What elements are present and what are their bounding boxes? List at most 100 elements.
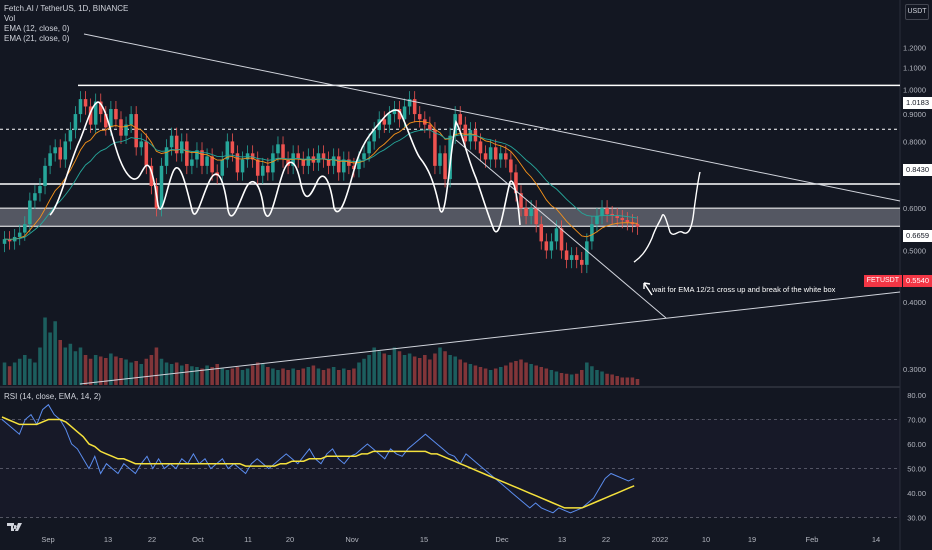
rsi-legend[interactable]: RSI (14, close, EMA, 14, 2) [4, 392, 101, 401]
volume-bar [169, 364, 174, 385]
candle-body [235, 153, 240, 173]
candle-body [7, 239, 12, 242]
symbol-title[interactable]: Fetch.AI / TetherUS, 1D, BINANCE [4, 4, 129, 13]
volume-bar [114, 356, 118, 385]
candle-body [493, 147, 498, 160]
candle-body [68, 130, 73, 142]
price-tick-label: 0.6000 [903, 204, 926, 213]
volume-bar [53, 321, 57, 385]
candle-body [367, 141, 371, 154]
volume-bar [58, 340, 63, 385]
candle-body [483, 153, 488, 160]
volume-bar [402, 355, 407, 385]
currency-label[interactable]: USDT [905, 4, 929, 20]
price-tick-label: 0.5000 [903, 246, 926, 255]
volume-bar [93, 355, 98, 385]
volume-bar [377, 351, 382, 385]
volume-bar [124, 359, 128, 385]
descending-trendline [83, 33, 901, 202]
volume-bar [306, 367, 311, 385]
candle-body [428, 124, 432, 131]
volume-bar [195, 367, 199, 385]
ema21-label[interactable]: EMA (21, close, 0) [4, 34, 70, 43]
volume-bar [625, 377, 630, 385]
candle-body [514, 172, 518, 194]
volume-bar [326, 368, 331, 385]
volume-bar [174, 362, 179, 385]
volume-bar [519, 359, 523, 385]
volume-bar [630, 377, 635, 385]
volume-bar [2, 362, 7, 385]
volume-bar [271, 368, 275, 385]
candle-body [255, 159, 260, 176]
volume-bar [433, 353, 437, 385]
candle-body [407, 99, 412, 107]
volume-bar [509, 362, 513, 385]
volume-bar [291, 368, 295, 385]
volume-label[interactable]: Vol [4, 14, 16, 23]
candle-body [498, 153, 503, 160]
volume-bar [554, 371, 559, 385]
candle-body [438, 153, 442, 166]
candle-body [554, 228, 559, 242]
volume-bar [463, 362, 468, 385]
volume-bar [493, 368, 498, 385]
price-tick-label: 1.2000 [903, 43, 926, 52]
candle-body [17, 232, 22, 237]
candle-body [149, 165, 154, 187]
ema12-label[interactable]: EMA (12, close, 0) [4, 24, 70, 33]
volume-bar [240, 370, 245, 385]
candle-body [342, 159, 346, 173]
candle-body [200, 150, 204, 166]
volume-bar [38, 347, 42, 385]
candle-body [539, 224, 544, 242]
candle-body [579, 259, 584, 265]
x-tick-label: Sep [41, 535, 54, 544]
volume-bar [352, 368, 356, 385]
candle-body [402, 106, 407, 120]
candle-body [195, 150, 199, 160]
candle-body [544, 241, 549, 251]
volume-bar [423, 355, 427, 385]
candle-body [174, 135, 179, 154]
candle-body [559, 228, 564, 251]
candle-body [129, 114, 133, 125]
volume-bar [281, 368, 285, 385]
volume-bar [154, 347, 159, 385]
support-box [0, 208, 900, 227]
candle-body [574, 255, 579, 260]
candle-body [23, 224, 27, 233]
volume-bar [336, 370, 341, 385]
volume-bar [286, 370, 290, 385]
candle-body [377, 119, 382, 131]
candle-body [2, 239, 7, 244]
candle-body [134, 114, 138, 148]
price-tick-label: 0.4000 [903, 298, 926, 307]
candle-body [433, 130, 437, 166]
volume-bar [569, 374, 574, 385]
candle-body [43, 165, 47, 187]
price-tick-label: 1.0000 [903, 86, 926, 95]
volume-bar [600, 371, 604, 385]
x-tick-label: 11 [244, 535, 252, 544]
candle-body [529, 208, 533, 217]
volume-bar [28, 358, 32, 385]
tradingview-logo-icon[interactable] [6, 521, 28, 533]
candle-body [331, 156, 336, 166]
x-tick-label: 15 [420, 535, 428, 544]
candle-body [372, 130, 376, 142]
candle-body [504, 153, 508, 160]
volume-bar [428, 359, 432, 385]
candle-body [615, 216, 619, 219]
ascending-trendline [79, 291, 901, 385]
volume-bar [544, 368, 549, 385]
volume-bar [615, 376, 619, 385]
rsi-band [0, 419, 900, 518]
candle-body [458, 114, 463, 125]
rsi-tick-label: 30.00 [907, 514, 926, 523]
candle-body [119, 119, 123, 136]
volume-bar [68, 343, 73, 385]
candle-body [417, 114, 422, 120]
candle-body [635, 224, 640, 227]
